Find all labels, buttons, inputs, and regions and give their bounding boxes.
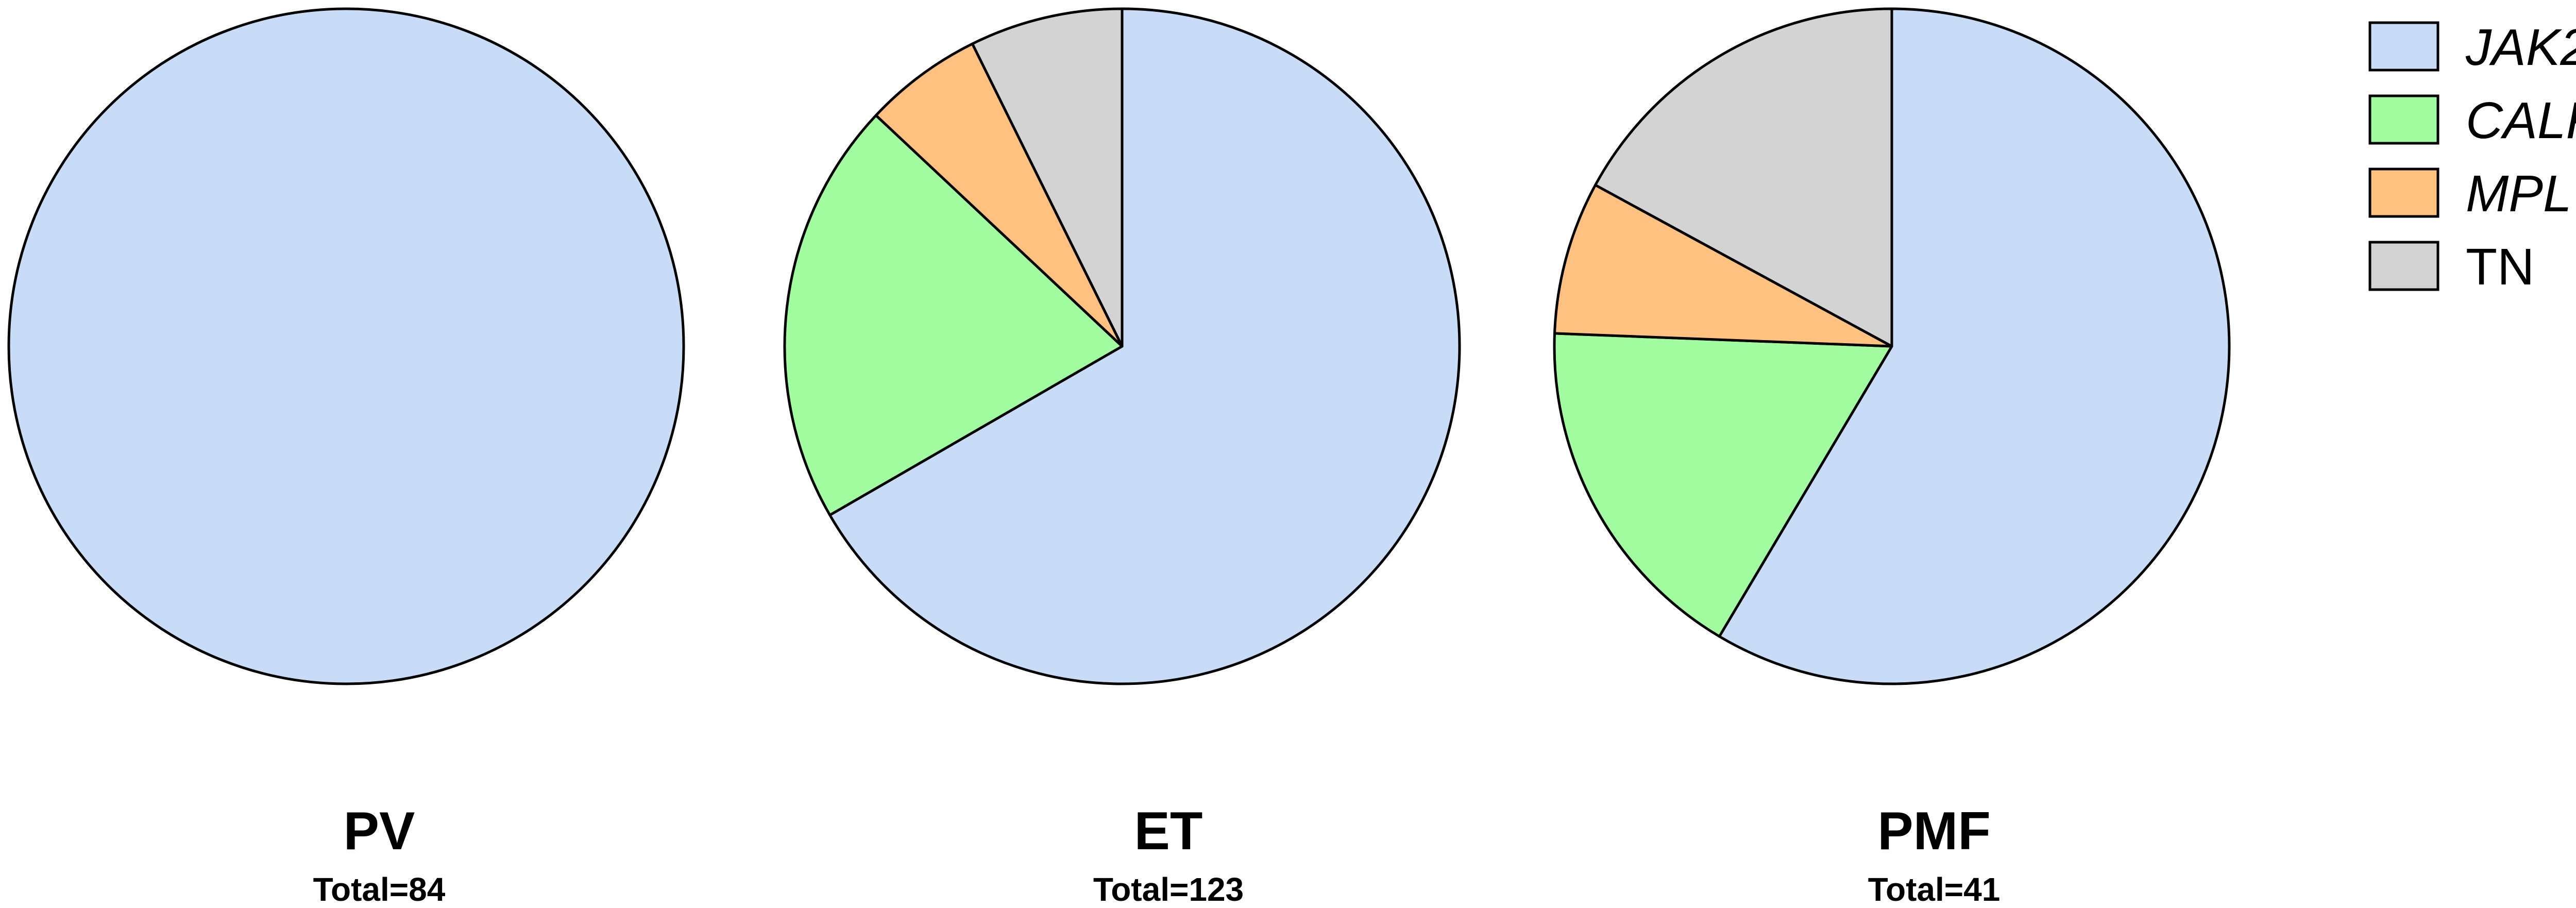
legend-swatch-tn bbox=[2368, 241, 2439, 291]
pie-et-slice-calr bbox=[783, 114, 1124, 516]
pie-pv: PV Total=84 bbox=[7, 7, 685, 908]
pie-pmf-slice-jak2 bbox=[1718, 7, 2231, 685]
pie-et-slice-mpl bbox=[874, 42, 1124, 348]
legend-item-mpl: MPL bbox=[2368, 165, 2572, 223]
legend-item-tn: TN bbox=[2368, 238, 2534, 296]
legend-item-calr: CALR bbox=[2368, 92, 2576, 149]
legend-label-mpl: MPL bbox=[2466, 165, 2572, 223]
pie-pv-slice-jak2 bbox=[7, 7, 685, 685]
pie-title-et: ET bbox=[1134, 801, 1203, 861]
pie-title-pmf: PMF bbox=[1877, 801, 1991, 861]
pie-et-slice-jak2 bbox=[828, 7, 1461, 685]
pie-total-pmf: Total=41 bbox=[1868, 871, 2001, 908]
pie-et-slice-tn bbox=[971, 7, 1124, 348]
pies-layer: PV Total=84 ET Total=123 PMF Total=41 bbox=[7, 7, 2231, 908]
pie-title-pv: PV bbox=[344, 801, 415, 861]
pie-pmf-slice-tn bbox=[1594, 7, 1893, 348]
legend: JAK2 CALR MPL TN bbox=[2368, 19, 2576, 296]
pie-total-pv: Total=84 bbox=[313, 871, 446, 908]
pie-pmf: PMF Total=41 bbox=[1553, 7, 2231, 908]
legend-swatch-jak2 bbox=[2368, 21, 2439, 72]
legend-swatch-mpl bbox=[2368, 167, 2439, 218]
pie-pmf-slice-calr bbox=[1553, 332, 1893, 638]
legend-label-jak2: JAK2 bbox=[2465, 19, 2576, 76]
legend-label-calr: CALR bbox=[2466, 92, 2576, 149]
legend-swatch-calr bbox=[2368, 94, 2439, 145]
legend-label-tn: TN bbox=[2466, 238, 2534, 296]
pie-pmf-slice-mpl bbox=[1553, 183, 1893, 348]
legend-item-jak2: JAK2 bbox=[2368, 19, 2576, 76]
pie-total-et: Total=123 bbox=[1093, 871, 1244, 908]
pie-et: ET Total=123 bbox=[783, 7, 1461, 908]
